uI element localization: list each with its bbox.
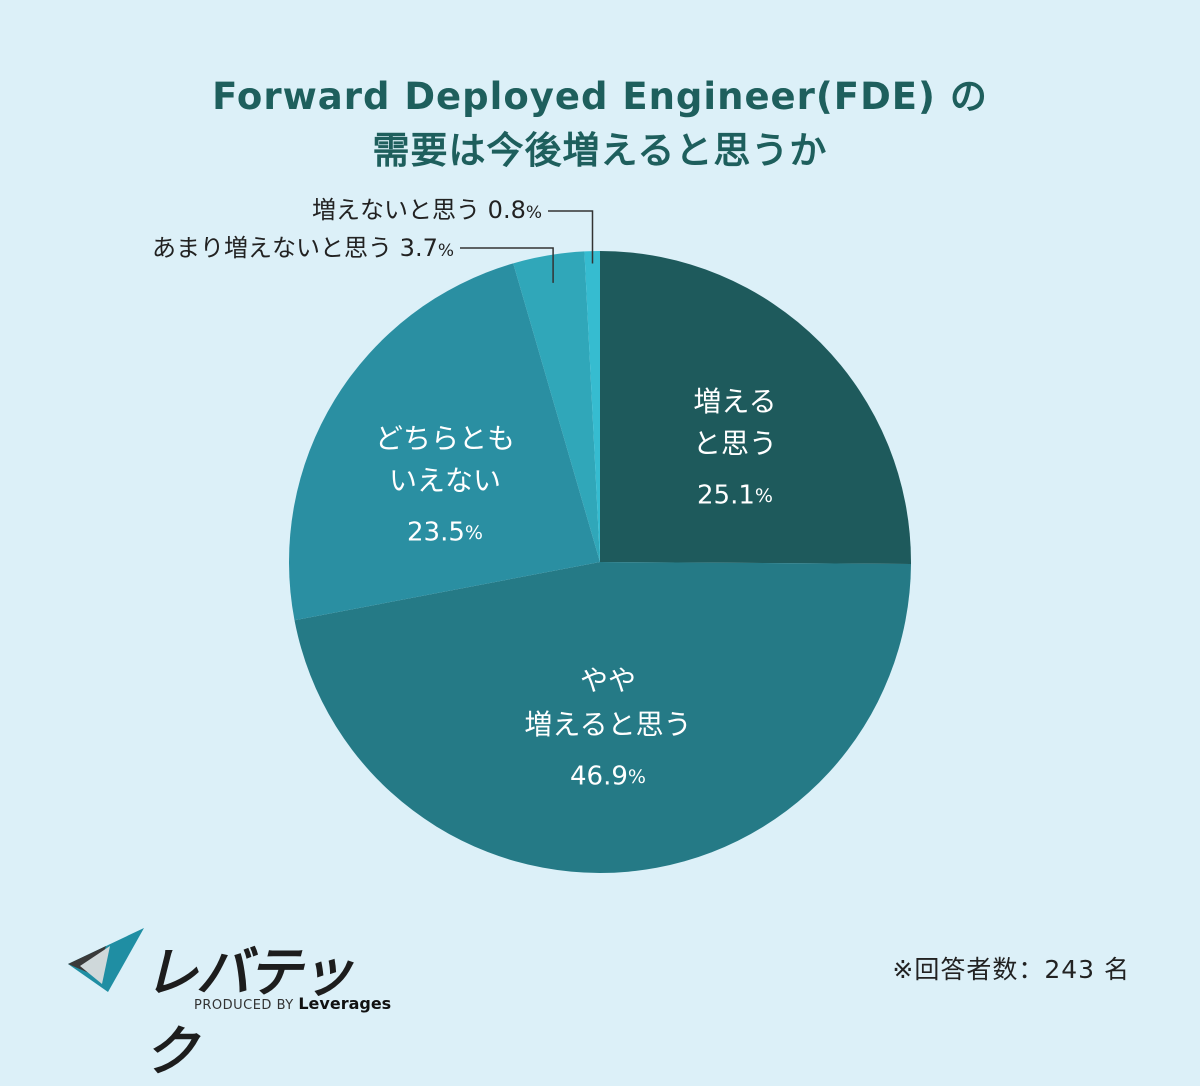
chart-title-line-1: Forward Deployed Engineer(FDE) の xyxy=(212,75,988,118)
callout-leader-line xyxy=(460,247,554,283)
slice-label-1: 増えると思う 25.1% xyxy=(693,385,777,511)
brand-logo: レバテック PRODUCED BY Leverages xyxy=(66,924,396,1083)
slice-label-line: 増えると思う xyxy=(524,708,691,741)
pie-slice-2 xyxy=(294,562,911,873)
slice-value-label: 46.9% xyxy=(570,762,646,792)
slice-label-line: 増える xyxy=(693,385,776,418)
chart-title-line-2: 需要は今後増えると思うか xyxy=(372,129,828,172)
callout-label-5: 増えないと思う 0.8% xyxy=(312,196,542,224)
logo-mark-icon xyxy=(68,928,144,992)
logo-brand-name: Leverages xyxy=(298,994,392,1013)
slice-label-line: どちらとも xyxy=(375,422,515,455)
logo-produced-by: PRODUCED BY Leverages xyxy=(194,994,391,1013)
logo-wordmark: レバテック xyxy=(144,941,354,1083)
slice-label-line: と思う xyxy=(693,427,777,460)
pie-slice-5 xyxy=(584,251,600,562)
pie-slice-3 xyxy=(288,263,600,621)
slice-label-line: やや xyxy=(580,664,636,697)
pie-slice-1 xyxy=(600,251,911,564)
logo-produced-by-text: PRODUCED BY xyxy=(194,998,294,1013)
slice-value-label: 25.1% xyxy=(697,481,773,511)
chart-title: Forward Deployed Engineer(FDE) の 需要は今後増え… xyxy=(0,70,1200,178)
respondent-count-note: ※回答者数：243 名 xyxy=(892,955,1130,984)
slice-value-label: 23.5% xyxy=(407,518,483,548)
slice-label-line: いえない xyxy=(389,464,501,497)
callout-leader-line xyxy=(548,210,594,264)
pie-slice-4 xyxy=(513,251,600,562)
callout-label-4: あまり増えないと思う 3.7% xyxy=(152,234,454,262)
